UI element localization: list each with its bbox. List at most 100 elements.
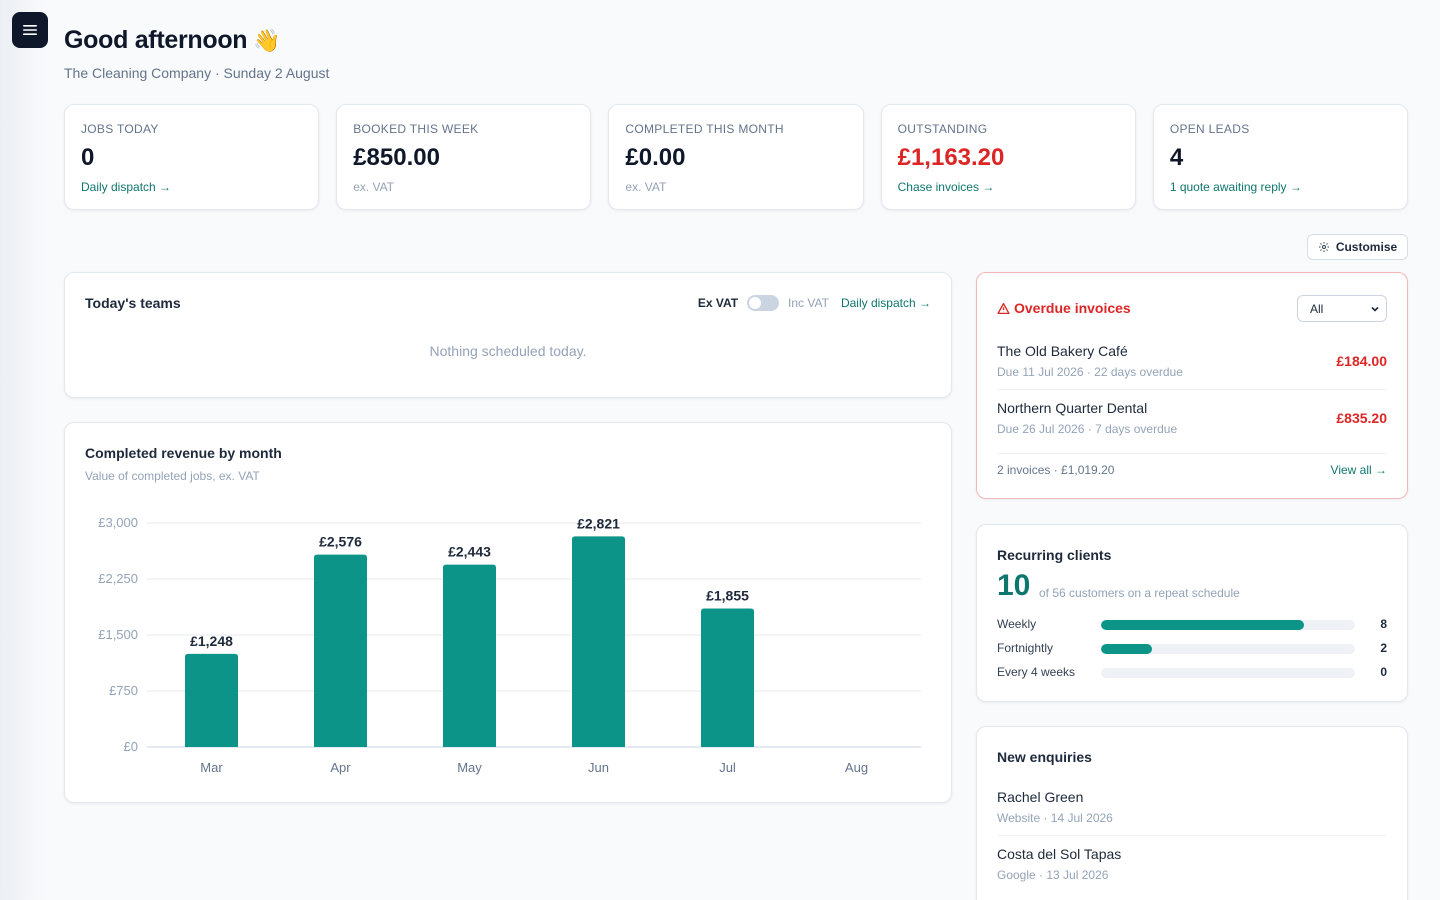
revenue-chart-card: Completed revenue by month Value of comp… [64,422,952,803]
page-title: Good afternoon 👋 [64,24,329,57]
y-tick-label: £3,000 [98,515,138,530]
chase-invoices-link[interactable]: Chase invoices → [897,180,995,194]
enquiry-item[interactable]: Rachel Green Website · 14 Jul 2026 [997,789,1387,825]
new-enquiries-card: New enquiries Rachel Green Website · 14 … [976,726,1408,900]
side-rail [0,0,46,900]
customise-button[interactable]: Customise [1307,234,1408,260]
invoice-row[interactable]: The Old Bakery Café Due 11 Jul 2026 · 22… [997,343,1387,400]
invoice-meta: Due 26 Jul 2026 · 7 days overdue [997,422,1178,436]
bar [701,608,754,747]
greeting-text: Good afternoon [64,26,248,54]
gear-icon [1318,242,1329,252]
bar-value-label: £1,248 [190,633,233,649]
enquiry-meta: Google · 13 Jul 2026 [997,868,1109,882]
kpi-label: BOOKED THIS WEEK [353,122,479,136]
kpi-card-outstanding: OUTSTANDING £1,163.20 Chase invoices → [880,104,1136,210]
vat-controls: Ex VAT Inc VAT Daily dispatch → [698,295,931,311]
overdue-summary: 2 invoices · £1,019.20 [997,463,1115,477]
kpi-card-booked-week: BOOKED THIS WEEK £850.00 ex. VAT [336,104,592,210]
card-title: Overdue invoices [1014,300,1131,316]
menu-icon [23,25,37,35]
overdue-invoices-card: Overdue invoices All The Old Bakery Café… [976,272,1408,499]
frequency-count: 8 [1380,617,1387,631]
invoice-meta: Due 11 Jul 2026 · 22 days overdue [997,365,1183,379]
kpi-card-jobs-today: JOBS TODAY 0 Daily dispatch → [64,104,320,210]
invoice-client: Northern Quarter Dental [997,400,1148,416]
kpi-card-open-leads: OPEN LEADS 4 1 quote awaiting reply → [1152,104,1409,210]
divider [997,389,1387,390]
revenue-chart: £0 £750 £1,500 £2,250 £3,000 £1,248 Mar £2,576 A… [98,515,921,775]
wave-emoji: 👋 [253,28,281,53]
frequency-row-weekly: Weekly 8 [997,617,1387,633]
kpi-note: ex. VAT [353,180,395,194]
kpi-card-completed-month: COMPLETED THIS MONTH £0.00 ex. VAT [608,104,864,210]
kpi-value: £0.00 [625,144,686,171]
frequency-bar [1101,644,1355,654]
todays-teams-card: Today's teams Ex VAT Inc VAT Daily dispa… [64,272,952,398]
frequency-count: 2 [1380,641,1387,655]
empty-state: Nothing scheduled today. [429,343,587,359]
view-all-link[interactable]: View all → [1330,463,1387,477]
card-title: Completed revenue by month [85,445,282,461]
frequency-label: Fortnightly [997,641,1054,655]
bar [314,554,367,747]
invoice-row[interactable]: Northern Quarter Dental Due 26 Jul 2026 … [997,400,1387,457]
frequency-row-every-4-weeks: Every 4 weeks 0 [997,665,1387,681]
frequency-fill [1101,620,1305,630]
bar [572,536,625,747]
kpi-label: COMPLETED THIS MONTH [625,122,784,136]
kpi-value: 0 [81,144,95,171]
frequency-count: 0 [1380,665,1387,679]
invoice-amount: £184.00 [1336,353,1387,369]
invoice-client: The Old Bakery Café [997,343,1128,359]
x-tick-label: Apr [330,760,351,775]
card-title: New enquiries [997,749,1092,765]
select-value: All [1310,301,1324,316]
bar [443,564,496,747]
bar-value-label: £1,855 [706,587,749,603]
daily-dispatch-link[interactable]: Daily dispatch → [840,296,931,310]
quote-awaiting-link[interactable]: 1 quote awaiting reply → [1169,180,1302,194]
kpi-note: ex. VAT [625,180,667,194]
x-tick-label: Mar [200,760,223,775]
x-tick-label: Jul [719,760,736,775]
bar-value-label: £2,443 [448,544,491,560]
vat-toggle[interactable] [747,295,780,311]
x-tick-label: Aug [845,760,868,775]
kpi-value: £850.00 [353,144,440,171]
frequency-bar [1101,668,1355,678]
invoice-amount: £835.20 [1336,410,1387,426]
kpi-label: OUTSTANDING [897,122,988,136]
ex-vat-label: Ex VAT [697,296,739,310]
x-tick-label: Jun [588,760,609,775]
recurring-count: 10 [997,569,1031,602]
overdue-header: Overdue invoices [997,300,1131,316]
kpi-row: JOBS TODAY 0 Daily dispatch → BOOKED THI… [64,104,1409,210]
recurring-subtitle: of 56 customers on a repeat schedule [1039,586,1240,600]
frequency-row-fortnightly: Fortnightly 2 [997,641,1387,657]
kpi-value: £1,163.20 [897,144,1005,171]
x-tick-label: May [457,760,482,775]
y-tick-label: £1,500 [98,627,138,642]
daily-dispatch-link[interactable]: Daily dispatch → [81,180,172,194]
y-tick-label: £750 [109,683,138,698]
frequency-bar [1101,620,1355,630]
overdue-footer: 2 invoices · £1,019.20 View all → [997,463,1387,477]
inc-vat-label: Inc VAT [788,296,829,310]
chevron-down-icon [1371,306,1379,312]
page-subtitle: The Cleaning Company · Sunday 2 August [64,65,330,81]
enquiry-meta: Website · 14 Jul 2026 [997,811,1113,825]
card-title: Today's teams [85,295,181,311]
enquiry-item[interactable]: Costa del Sol Tapas Google · 13 Jul 2026 [997,846,1387,882]
overdue-filter-select[interactable]: All [1297,295,1387,322]
kpi-label: JOBS TODAY [81,122,159,136]
menu-button[interactable] [12,12,48,48]
kpi-value: 4 [1169,144,1184,171]
card-subtitle: Value of completed jobs, ex. VAT [85,469,260,483]
frequency-fill [1101,644,1152,654]
divider [997,835,1387,836]
customise-label: Customise [1335,240,1398,254]
divider [997,453,1387,454]
toggle-knob [749,297,762,309]
enquiry-name: Costa del Sol Tapas [997,846,1122,862]
